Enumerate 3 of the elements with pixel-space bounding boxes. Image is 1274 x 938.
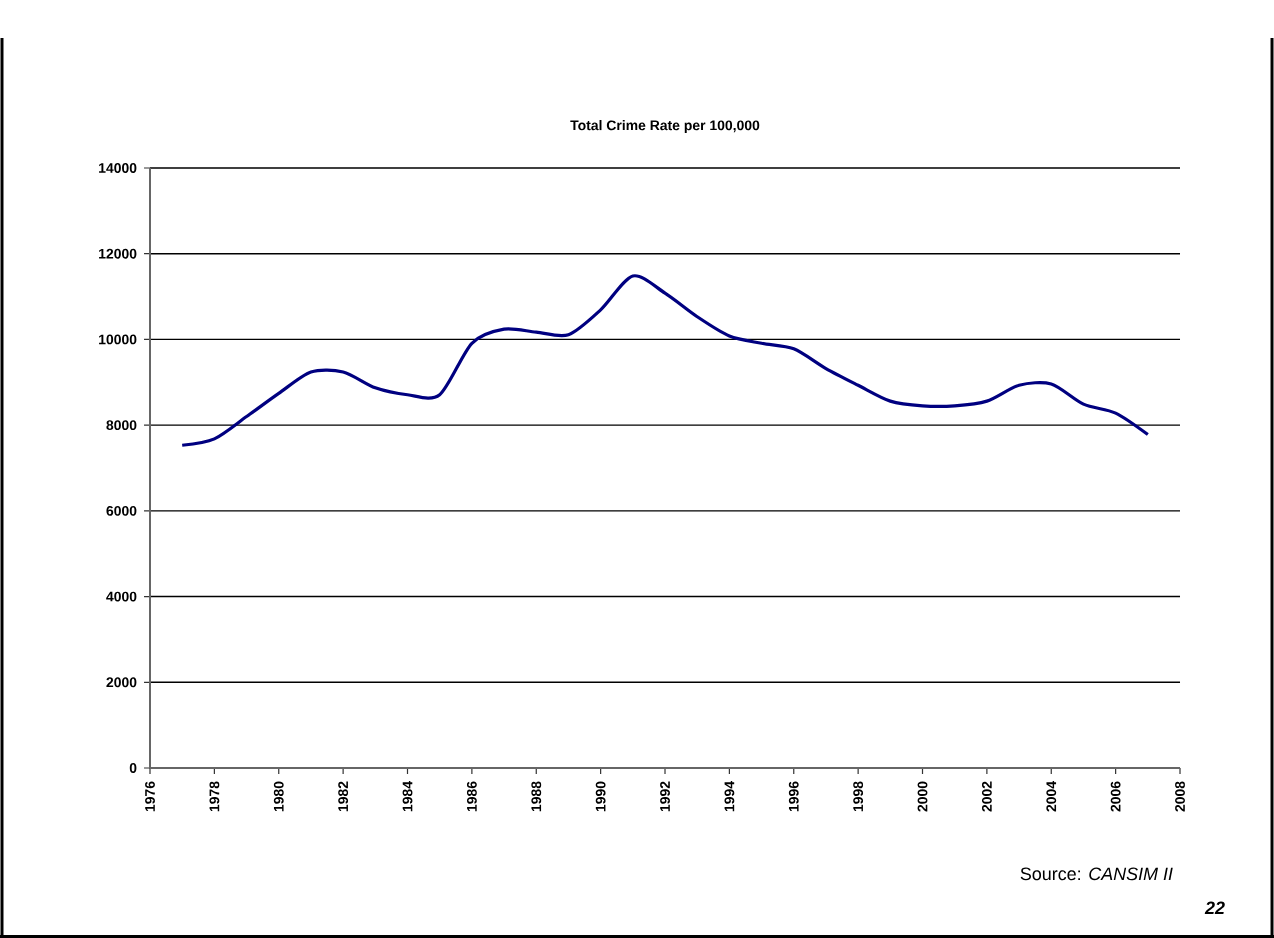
line-series — [180, 274, 1150, 447]
text: 22 — [1204, 901, 1225, 914]
source-note: Source: CANSIM II — [1020, 867, 1173, 881]
